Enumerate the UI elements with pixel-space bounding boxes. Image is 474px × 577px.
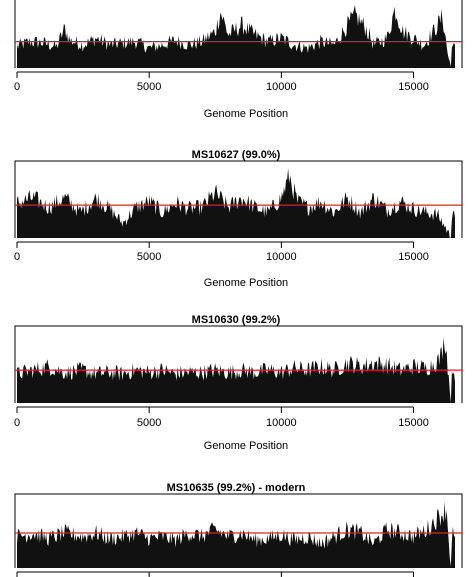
panel-0-x-axis-label: Genome Position [204,108,288,120]
panel-1-title: MS10627 (99.0%) [192,149,281,161]
panel-2-tick-label-0: 0 [14,417,20,429]
panel-3-frame [14,493,463,568]
panel-2-tick-label-5000: 5000 [137,417,161,429]
panel-0-tick-label-10000: 10000 [266,81,297,93]
panel-1-tick-label-15000: 15000 [398,251,429,263]
panel-2-coverage-area [17,337,455,403]
panel-0-tick-label-5000: 5000 [137,81,161,93]
panel-1-x-axis-label: Genome Position [204,277,288,289]
panel-1-frame [14,160,463,238]
panel-2-x-axis-label: Genome Position [204,440,288,452]
panel-3-title: MS10635 (99.2%) - modern [167,482,306,494]
panel-1-tick-label-5000: 5000 [137,251,161,263]
panel-0-tick-label-15000: 15000 [398,81,429,93]
panel-0-coverage-area [17,5,455,68]
panel-2-title: MS10630 (99.2%) [192,314,281,326]
panel-2-tick-label-10000: 10000 [266,417,297,429]
panel-3-coverage-area [17,501,455,568]
panel-1-tick-label-10000: 10000 [266,251,297,263]
panel-2-frame [14,325,463,403]
panel-0-tick-label-0: 0 [14,81,20,93]
panel-1-coverage-area [17,168,455,238]
panel-1-tick-label-0: 0 [14,251,20,263]
panel-2-tick-label-15000: 15000 [398,417,429,429]
panel-0-frame [14,0,463,68]
